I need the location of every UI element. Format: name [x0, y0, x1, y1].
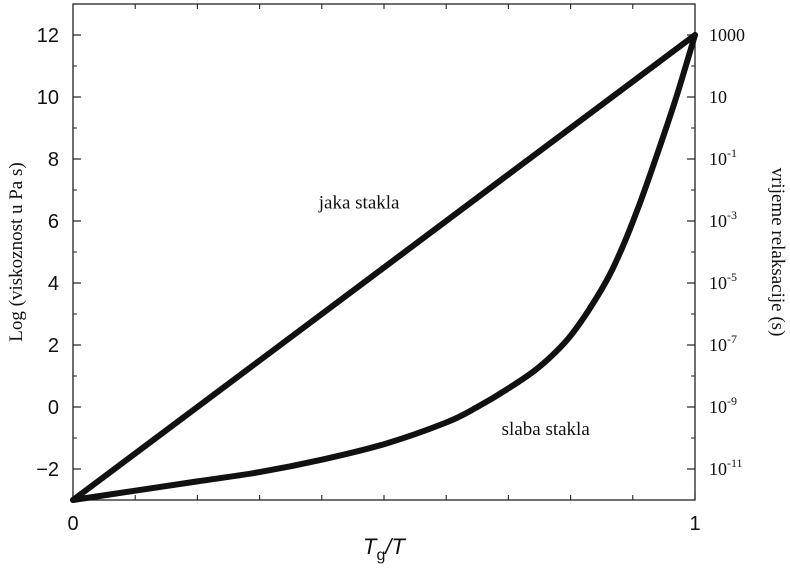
x-axis-title-main: T	[363, 534, 378, 559]
y-tick-label: 10	[37, 87, 59, 109]
y2-axis-title: vrijeme relaksacije (s)	[767, 168, 788, 337]
y2-tick-label: 10-1	[709, 146, 737, 169]
y2-tick-label: 10-9	[709, 394, 737, 417]
y-axis-title: Log (viskoznost u Pa s)	[6, 162, 27, 341]
annotation-1: jaka stakla	[318, 193, 400, 214]
x-tick-label: 1	[689, 513, 700, 535]
series-layer	[70, 32, 698, 503]
y2-tick-label: 10-11	[709, 456, 743, 479]
y-tick-label: 8	[48, 149, 59, 171]
annotation-2: slaba stakla	[502, 419, 591, 440]
y2-tick-label: 1000	[709, 25, 745, 45]
y-tick-label: −2	[36, 459, 59, 481]
x-axis-title: Tg/T	[363, 534, 406, 564]
series-line-1	[70, 32, 698, 503]
plot-frame	[72, 3, 696, 501]
y-tick-label: 0	[48, 397, 59, 419]
y2-tick-label: 10-5	[709, 270, 737, 293]
x-axis-title-rest: /T	[383, 534, 406, 559]
y-tick-label: 12	[37, 25, 59, 47]
ticks-layer	[72, 3, 696, 501]
y-tick-label: 6	[48, 211, 59, 233]
y-tick-label: 2	[48, 335, 59, 357]
y-tick-label: 4	[48, 273, 59, 295]
y2-tick-label: 10	[709, 87, 727, 107]
x-tick-label: 0	[67, 513, 78, 535]
y2-tick-label: 10-7	[709, 332, 737, 355]
y2-tick-label: 10-3	[709, 208, 737, 231]
series-line-2	[70, 32, 698, 503]
x-axis-title-sub: g	[376, 547, 385, 564]
